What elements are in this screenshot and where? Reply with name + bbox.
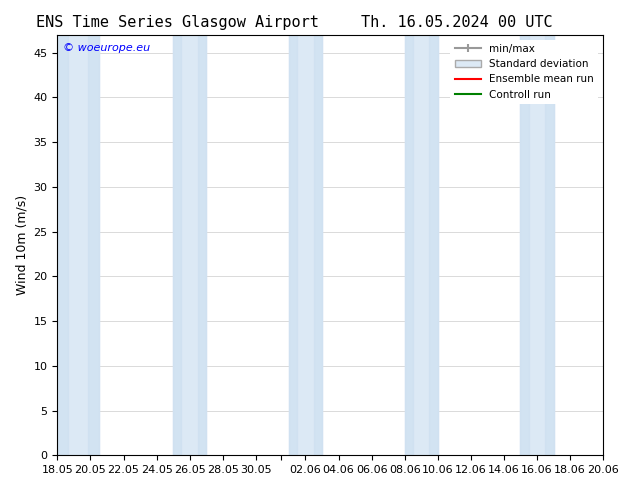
Bar: [173, 35, 181, 455]
Bar: [429, 35, 437, 455]
Text: Th. 16.05.2024 00 UTC: Th. 16.05.2024 00 UTC: [361, 15, 552, 30]
Bar: [289, 35, 297, 455]
Legend: min/max, Standard deviation, Ensemble mean run, Controll run: min/max, Standard deviation, Ensemble me…: [451, 40, 598, 104]
Text: © woeurope.eu: © woeurope.eu: [63, 43, 150, 53]
Bar: [404, 35, 437, 455]
Bar: [404, 35, 413, 455]
Bar: [198, 35, 206, 455]
Bar: [289, 35, 322, 455]
Bar: [314, 35, 322, 455]
Bar: [58, 35, 68, 455]
Bar: [521, 35, 529, 455]
Bar: [88, 35, 99, 455]
Y-axis label: Wind 10m (m/s): Wind 10m (m/s): [15, 195, 28, 295]
Bar: [173, 35, 206, 455]
Text: ENS Time Series Glasgow Airport: ENS Time Series Glasgow Airport: [36, 15, 319, 30]
Bar: [545, 35, 553, 455]
Bar: [58, 35, 99, 455]
Bar: [521, 35, 553, 455]
